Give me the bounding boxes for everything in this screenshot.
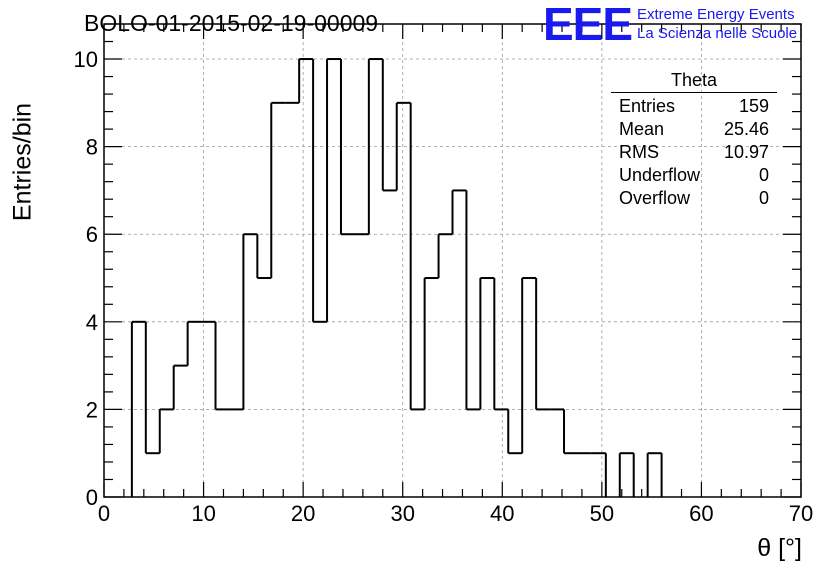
x-tick-label: 0 — [98, 501, 110, 526]
eee-logo-mark: EEE — [543, 0, 633, 50]
stats-value: 25.46 — [723, 119, 769, 139]
stats-value: 0 — [758, 165, 769, 185]
logo-line-2: La Scienza nelle Scuole — [637, 25, 798, 42]
histogram-steps — [130, 58, 663, 497]
y-tick-label: 2 — [86, 397, 98, 422]
y-tick-label: 0 — [86, 485, 98, 510]
stats-label: RMS — [619, 142, 659, 162]
x-axis-label: θ [°] — [757, 534, 802, 562]
y-tick-label: 4 — [86, 310, 98, 335]
plot-title: BOLO-01-2015-02-19-00009 — [84, 10, 379, 36]
y-tick-label: 8 — [86, 135, 98, 160]
stats-row-mean: Mean 25.46 — [611, 118, 777, 141]
stats-row-entries: Entries 159 — [611, 95, 777, 118]
y-axis-label-text: Entries/bin — [8, 102, 37, 222]
plot-frame — [103, 23, 802, 498]
x-tick-label: 40 — [490, 501, 514, 526]
x-tick-label: 30 — [390, 501, 414, 526]
y-tick-label: 10 — [74, 47, 98, 72]
stats-label: Overflow — [619, 188, 691, 208]
x-tick-label: 10 — [191, 501, 215, 526]
stats-label: Entries — [619, 96, 676, 116]
x-tick-label: 50 — [590, 501, 614, 526]
x-tick-label: 60 — [689, 501, 713, 526]
stats-box: Theta Entries 159 Mean 25.46 RMS 10.97 U… — [611, 70, 777, 210]
stats-value: 159 — [738, 96, 769, 116]
stats-row-underflow: Underflow 0 — [611, 164, 777, 187]
stats-row-overflow: Overflow 0 — [611, 187, 777, 210]
stats-label: Mean — [619, 119, 665, 139]
logo-line-1: Extreme Energy Events — [637, 6, 795, 23]
x-tick-label: 20 — [291, 501, 315, 526]
stats-value: 0 — [758, 188, 769, 208]
x-tick-label: 70 — [789, 501, 813, 526]
stats-value: 10.97 — [723, 142, 769, 162]
stats-row-rms: RMS 10.97 — [611, 141, 777, 164]
y-tick-label: 6 — [86, 222, 98, 247]
stats-box-title: Theta — [611, 70, 777, 93]
stats-label: Underflow — [619, 165, 701, 185]
tick-labels: 0 10 20 30 40 50 60 70 0 2 4 6 8 10 — [74, 47, 814, 526]
y-axis-label: Entries/bin — [8, 103, 38, 221]
